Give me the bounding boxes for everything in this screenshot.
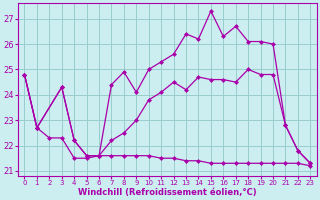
X-axis label: Windchill (Refroidissement éolien,°C): Windchill (Refroidissement éolien,°C) xyxy=(78,188,257,197)
